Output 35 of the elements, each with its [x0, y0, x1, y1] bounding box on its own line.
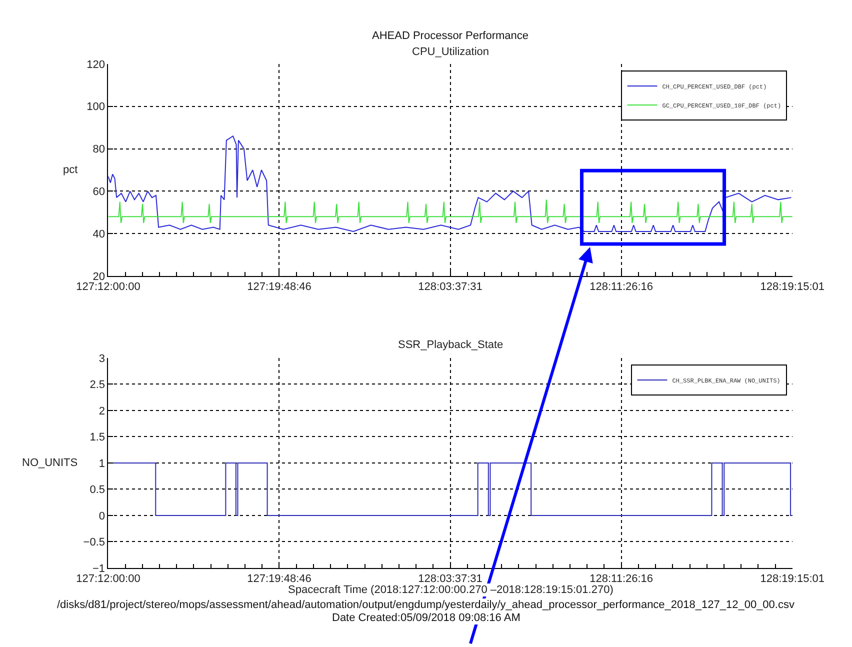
y-tick-label: 40 [92, 228, 106, 240]
y-tick-label: 60 [92, 186, 106, 198]
x-tick-label: 127:19:48:46 [247, 281, 312, 294]
y-tick-label: 100 [86, 101, 106, 114]
line-series [108, 199, 792, 224]
y-axis-title: pct [63, 164, 78, 176]
text: /disks/d81/project/stereo/mops/assessment/ahead/automation/output/engdump/yesterdaily/y_ahead_processor_performance_2018_127_12_00_00.csv [57, 599, 795, 611]
chart-title: AHEAD Processor Performance [372, 30, 528, 42]
y-tick-label: 20 [92, 270, 106, 283]
y-tick-label: 2.5 [90, 379, 106, 392]
y-tick-label: 0 [98, 510, 106, 522]
y-tick-label: 1.5 [90, 432, 106, 444]
x-tick-label: 127:12:00:00 [76, 573, 140, 586]
y-axis-title: NO_UNITS [22, 457, 78, 469]
x-axis-title: Spacecraft Time (2018:127:12:00:00.270 –2018:128:19:15:01.270) [288, 584, 614, 596]
x-tick-label: 128:03:37:31 [418, 281, 482, 294]
y-tick-label: 120 [86, 58, 106, 71]
x-tick-label: 128:11:26:16 [590, 281, 654, 294]
x-tick-label: 128:03:37:31 [418, 573, 482, 586]
line-series [108, 136, 792, 232]
y-tick-label: −1 [92, 562, 106, 575]
x-tick-label: 127:19:48:46 [247, 573, 312, 586]
y-tick-label: 80 [92, 144, 106, 156]
y-tick-label: 3 [98, 352, 106, 365]
y-tick-label: −0.5 [83, 536, 106, 549]
x-tick-label: 127:12:00:00 [76, 281, 140, 294]
y-tick-label: 0.5 [90, 484, 106, 496]
chart-title: SSR_Playback_State [398, 339, 504, 351]
x-tick-label: 128:11:26:16 [590, 573, 654, 586]
x-tick-label: 128:19:15:01 [760, 281, 824, 294]
y-tick-label: 2 [98, 405, 106, 418]
y-tick-label: 1 [98, 458, 106, 470]
text: Date Created:05/09/2018 09:08:16 AM [332, 612, 520, 624]
chart-subtitle: CPU_Utilization [412, 46, 490, 58]
x-tick-label: 128:19:15:01 [760, 573, 824, 586]
